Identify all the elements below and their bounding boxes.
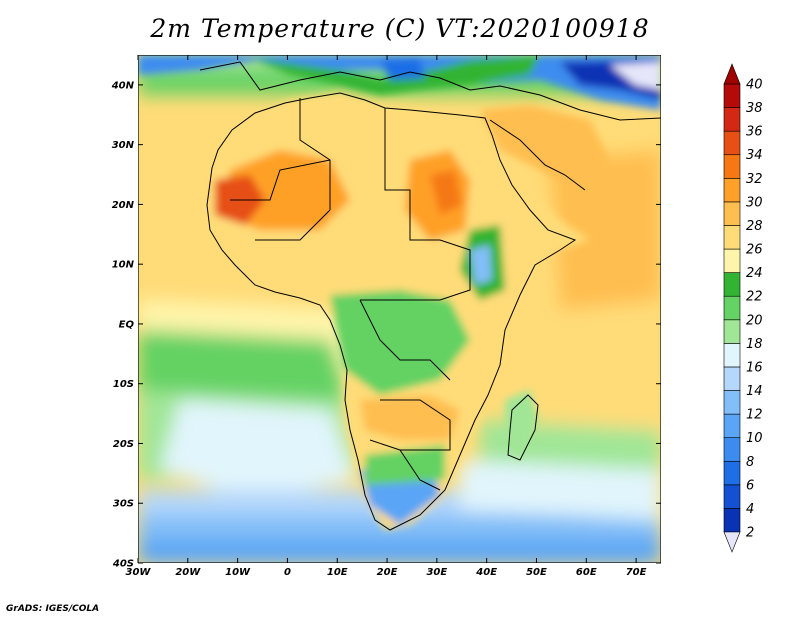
colorbar-over-arrow [723, 63, 741, 85]
lat-tick-label: 20N [112, 200, 135, 211]
colorbar-label: 40 [746, 78, 763, 93]
lon-tick-label: 20W [175, 567, 201, 578]
colorbar-label: 16 [746, 360, 763, 375]
colorbar-label: 36 [746, 125, 763, 140]
lon-tick-label: 30W [126, 567, 152, 578]
colorbar-label: 26 [746, 243, 763, 258]
colorbar-label: 28 [746, 219, 763, 234]
colorbar-under-arrow [723, 531, 741, 553]
lon-tick-label: 30E [426, 567, 447, 578]
colorbar-swatch [723, 484, 741, 509]
lat-tick-label: 40N [111, 80, 135, 91]
lat-tick-label: 30S [113, 499, 134, 510]
colorbar-label: 38 [746, 101, 763, 116]
lon-tick-label: 60E [576, 567, 597, 578]
lon-tick-label: 20E [377, 567, 398, 578]
longitude-ticks: 30W 20W 10W 0 10E 20E 30E 40E 50E 60E 70E [126, 55, 647, 578]
colorbar-swatch [723, 201, 741, 226]
colorbar-label: 32 [746, 172, 763, 187]
temperature-field [138, 55, 661, 563]
lat-tick-label: EQ [119, 319, 135, 330]
colorbar-swatch [723, 460, 741, 486]
colorbar-swatch [723, 508, 741, 533]
coastlines [199, 61, 661, 531]
colorbar-label: 10 [746, 431, 763, 446]
colorbar-label: 24 [746, 266, 763, 281]
colorbar-swatch [723, 437, 741, 462]
colorbar-swatch [723, 319, 741, 344]
lon-tick-label: 70E [626, 567, 647, 578]
colorbar-label: 22 [746, 290, 763, 305]
lat-tick-label: 10S [113, 379, 134, 390]
lon-tick-label: 40E [475, 567, 497, 578]
colorbar-label: 18 [746, 337, 763, 352]
colorbar-swatch [723, 366, 741, 391]
colorbar-label: 30 [746, 195, 763, 210]
colorbar-swatch [723, 107, 741, 132]
colorbar-swatch [723, 295, 741, 321]
lat-tick-label: 10N [112, 260, 135, 271]
colorbar-label: 20 [746, 313, 763, 328]
credit-text: GrADS: IGES/COLA [6, 604, 100, 614]
lon-tick-label: 0 [284, 567, 291, 578]
colorbar-swatch [723, 343, 741, 368]
lat-tick-label: 30N [112, 140, 135, 151]
colorbar-swatch [723, 178, 741, 203]
colorbar-swatch [723, 130, 741, 156]
chart-title: 2m Temperature (C) VT:2020100918 [150, 14, 650, 43]
colorbar-swatch [723, 225, 741, 250]
colorbar-label: 14 [746, 384, 763, 399]
lon-tick-label: 50E [526, 567, 547, 578]
lat-tick-label: 40S [112, 559, 134, 570]
lat-tick-label: 20S [113, 439, 134, 450]
lon-tick-label: 10E [327, 567, 348, 578]
lon-tick-label: 10W [225, 567, 251, 578]
colorbar-swatch [723, 413, 741, 438]
colorbar-swatch [723, 154, 741, 179]
colorbar-swatch [723, 272, 741, 297]
colorbar-label: 6 [746, 478, 754, 493]
colorbar-swatch [723, 248, 741, 273]
colorbar-swatch [723, 390, 741, 415]
colorbar-label: 8 [746, 455, 754, 470]
colorbar-label: 4 [746, 502, 754, 517]
latitude-ticks: 40N 30N 20N 10N EQ 10S 20S 30S 40S [111, 80, 661, 570]
colorbar-swatch [723, 83, 741, 108]
colorbar-label: 12 [746, 408, 763, 423]
colorbar-label: 2 [746, 526, 754, 541]
colorbar-label: 34 [746, 148, 763, 163]
